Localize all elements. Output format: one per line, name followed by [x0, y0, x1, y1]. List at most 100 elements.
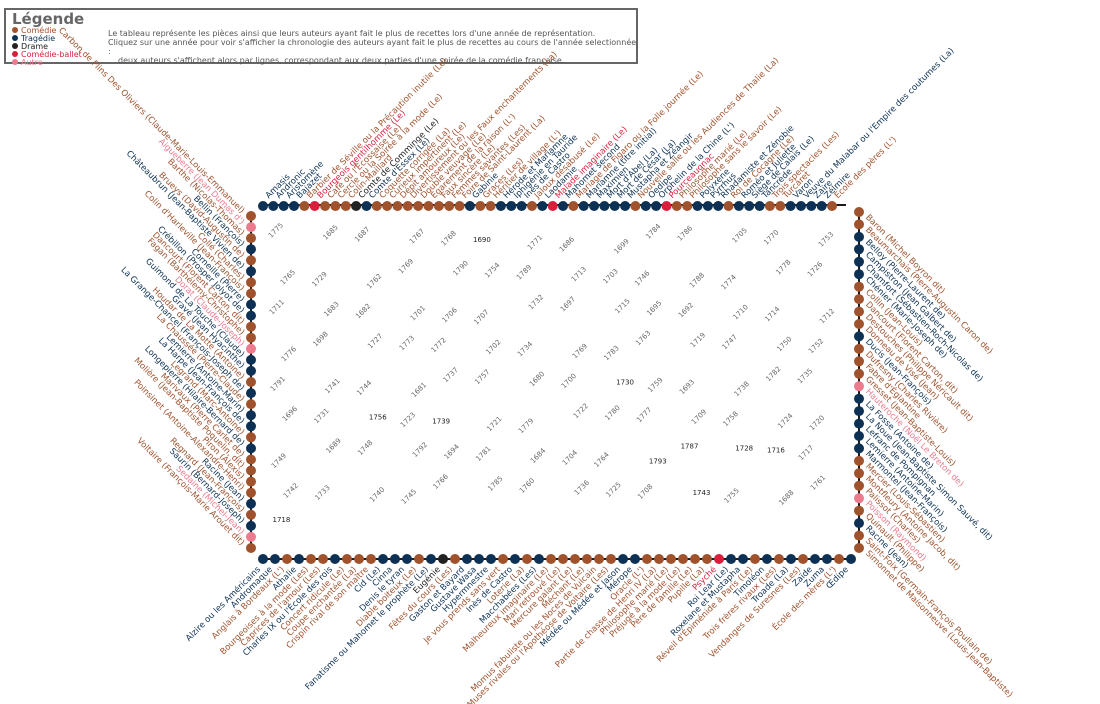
year-label[interactable]: 1760 — [518, 477, 536, 495]
top-play-dot[interactable] — [299, 201, 310, 211]
top-play-dot[interactable] — [413, 201, 424, 211]
year-label[interactable]: 1772 — [430, 336, 448, 354]
top-play-dot[interactable] — [537, 201, 548, 211]
bottom-play-dot[interactable] — [762, 554, 772, 564]
year-label[interactable]: 1729 — [311, 270, 329, 288]
left-author-dot[interactable] — [246, 388, 256, 399]
left-author-dot[interactable] — [246, 332, 256, 343]
right-author-dot[interactable] — [854, 431, 864, 441]
left-author-dot[interactable] — [246, 509, 256, 520]
bottom-play-dot[interactable] — [378, 554, 388, 564]
right-author-dot[interactable] — [854, 244, 864, 255]
bottom-play-dot[interactable] — [294, 554, 304, 564]
right-author-label[interactable]: Saint-Foix (Germain-François Poullain de… — [863, 536, 994, 667]
right-author-dot[interactable] — [854, 443, 864, 454]
right-author-dot[interactable] — [854, 343, 864, 354]
top-play-dot[interactable] — [340, 201, 351, 211]
bottom-play-dot[interactable] — [510, 554, 520, 564]
bottom-play-dot[interactable] — [258, 554, 268, 564]
left-author-dot[interactable] — [246, 321, 256, 332]
bottom-play-dot[interactable] — [354, 554, 364, 564]
year-label[interactable]: 1771 — [526, 233, 544, 251]
year-label[interactable]: 1720 — [808, 414, 826, 432]
bottom-play-dot[interactable] — [534, 554, 544, 564]
left-author-dot[interactable] — [246, 410, 256, 421]
bottom-play-dot[interactable] — [402, 554, 412, 564]
year-label[interactable]: 1722 — [572, 402, 590, 420]
year-label[interactable]: 1711 — [268, 298, 286, 316]
year-label[interactable]: 1769 — [571, 342, 589, 360]
left-author-dot[interactable] — [246, 233, 256, 244]
right-author-dot[interactable] — [854, 543, 864, 553]
year-label[interactable]: 1780 — [604, 404, 622, 422]
top-play-dot[interactable] — [444, 201, 455, 211]
top-play-dot[interactable] — [258, 201, 268, 211]
bottom-play-dot[interactable] — [318, 554, 328, 564]
top-play-dot[interactable] — [775, 201, 786, 211]
year-label[interactable]: 1694 — [443, 442, 462, 461]
top-play-dot[interactable] — [309, 201, 320, 211]
year-label[interactable]: 1721 — [485, 415, 503, 433]
right-author-dot[interactable] — [854, 368, 864, 379]
top-play-dot[interactable] — [723, 201, 734, 211]
bottom-play-dot[interactable] — [474, 554, 484, 564]
year-label[interactable]: 1741 — [324, 377, 342, 395]
bottom-play-dot[interactable] — [618, 554, 628, 564]
bottom-play-dot[interactable] — [834, 554, 844, 564]
bottom-play-dot[interactable] — [570, 554, 580, 564]
left-author-dot[interactable] — [246, 222, 256, 233]
bottom-play-dot[interactable] — [498, 554, 508, 564]
top-play-dot[interactable] — [651, 201, 662, 211]
year-label[interactable]: 1716 — [767, 446, 785, 454]
left-author-dot[interactable] — [246, 432, 256, 443]
right-author-dot[interactable] — [854, 331, 864, 342]
bottom-play-dot[interactable] — [426, 554, 436, 564]
year-label[interactable]: 1789 — [515, 263, 533, 281]
year-label[interactable]: 1725 — [605, 481, 623, 499]
year-label[interactable]: 1734 — [516, 340, 535, 359]
left-author-dot[interactable] — [246, 277, 256, 288]
year-label[interactable]: 1749 — [270, 452, 288, 470]
year-label[interactable]: 1696 — [281, 404, 300, 423]
year-label[interactable]: 1779 — [517, 417, 535, 435]
year-label[interactable]: 1742 — [282, 482, 300, 500]
year-label[interactable]: 1705 — [731, 226, 749, 244]
bottom-play-dot[interactable] — [606, 554, 616, 564]
year-label[interactable]: 1733 — [314, 484, 332, 502]
top-play-dot[interactable] — [268, 201, 279, 211]
year-label[interactable]: 1680 — [528, 370, 546, 388]
right-author-dot[interactable] — [854, 256, 864, 267]
bottom-play-dot[interactable] — [846, 554, 856, 564]
bottom-play-dot[interactable] — [786, 554, 796, 564]
year-label[interactable]: 1766 — [432, 472, 451, 491]
year-label[interactable]: 1700 — [560, 372, 578, 390]
year-label[interactable]: 1770 — [762, 228, 780, 246]
bottom-play-dot[interactable] — [654, 554, 664, 564]
year-label[interactable]: 1731 — [313, 407, 331, 425]
left-author-dot[interactable] — [246, 454, 256, 465]
bottom-play-dot[interactable] — [558, 554, 568, 564]
right-author-dot[interactable] — [854, 231, 864, 242]
year-label[interactable]: 1684 — [529, 446, 548, 465]
year-label[interactable]: 1769 — [397, 257, 415, 275]
bottom-play-dot[interactable] — [582, 554, 592, 564]
top-play-dot[interactable] — [785, 201, 796, 211]
right-author-dot[interactable] — [854, 480, 864, 491]
year-label[interactable]: 1756 — [369, 413, 387, 421]
year-label[interactable]: 1738 — [733, 380, 751, 398]
year-label[interactable]: 1788 — [688, 271, 706, 289]
year-label[interactable]: 1683 — [323, 300, 341, 318]
year-label[interactable]: 1768 — [440, 229, 458, 247]
left-author-dot[interactable] — [246, 244, 256, 255]
top-play-dot[interactable] — [454, 201, 465, 211]
bottom-play-dot[interactable] — [690, 554, 700, 564]
bottom-play-dot[interactable] — [666, 554, 676, 564]
year-label[interactable]: 1747 — [721, 333, 739, 351]
top-play-dot[interactable] — [630, 201, 641, 211]
bottom-play-dot[interactable] — [366, 554, 376, 564]
bottom-play-dot[interactable] — [390, 554, 400, 564]
year-label[interactable]: 1743 — [693, 489, 711, 497]
bottom-play-dot[interactable] — [306, 554, 316, 564]
year-label[interactable]: 1732 — [527, 293, 545, 311]
year-label[interactable]: 1698 — [312, 330, 330, 348]
